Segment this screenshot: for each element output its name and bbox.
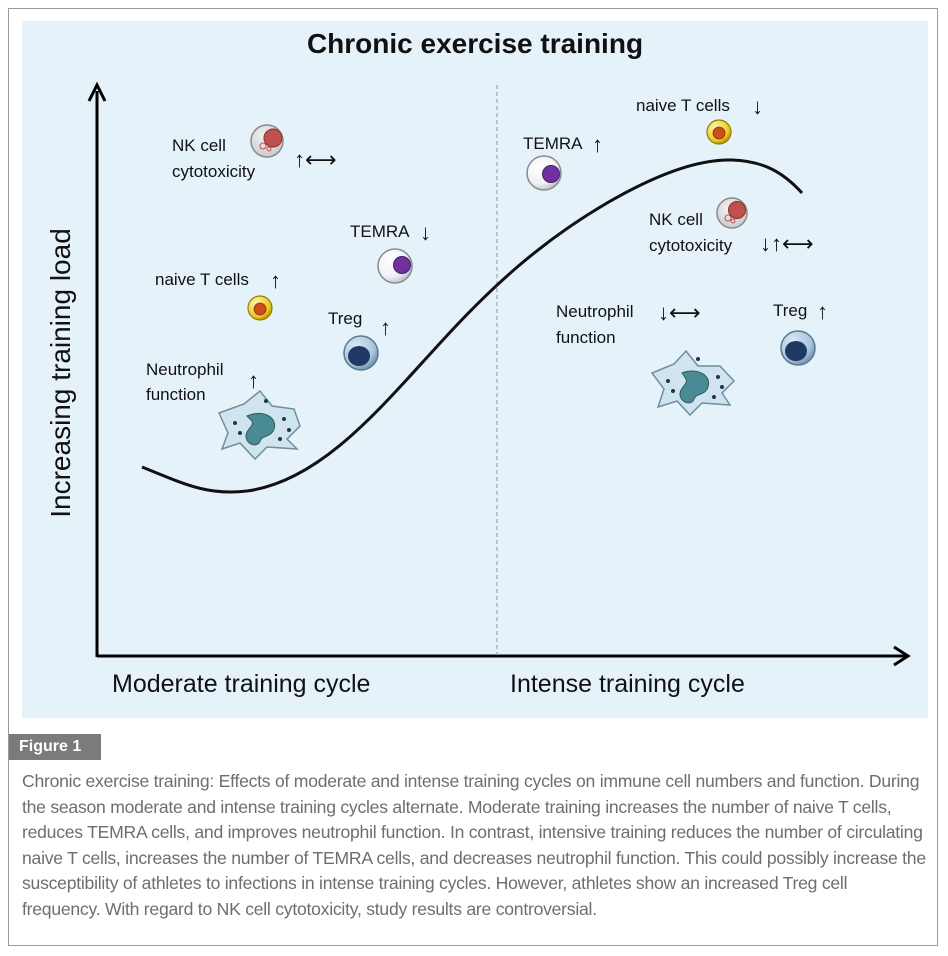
moderate-treg-cell-icon <box>343 335 379 371</box>
moderate-temra-label: TEMRA <box>350 222 410 241</box>
moderate-temra-cell-icon <box>377 248 413 284</box>
x-axis-arrowhead <box>893 645 911 667</box>
x-label-intense: Intense training cycle <box>510 670 745 698</box>
intense-neutrophil-label-line2: function <box>556 328 616 347</box>
intense-naive-t-cell-icon <box>706 119 732 145</box>
moderate-naive-arrow: ↑ <box>270 268 281 293</box>
intense-neutrophil-label-line1: Neutrophil <box>556 302 634 321</box>
figure-label: Figure 1 <box>9 734 101 760</box>
intense-nk-arrows: ↓↑⟷ <box>760 231 814 256</box>
moderate-naive-t-cell-icon <box>247 295 273 321</box>
intense-nk-label-line1: NK cell <box>649 210 703 229</box>
intense-temra-cell-icon <box>526 155 562 191</box>
intense-naive-arrow: ↓ <box>752 94 763 119</box>
moderate-treg-arrow: ↑ <box>380 315 391 340</box>
intense-naive-label: naive T cells <box>636 96 730 115</box>
moderate-nk-arrows: ↑⟷ <box>294 147 337 172</box>
moderate-nk-label-line1: NK cell <box>172 136 226 155</box>
moderate-neutrophil-icon <box>217 389 301 461</box>
intense-treg-cell-icon <box>780 330 816 366</box>
moderate-treg-label: Treg <box>328 309 362 328</box>
moderate-nk-label-line2: cytotoxicity <box>172 162 256 181</box>
diagram-canvas: Chronic exercise training Increasing tra… <box>45 28 911 698</box>
intense-temra-arrow: ↑ <box>592 132 603 157</box>
y-axis-label: Increasing training load <box>45 228 76 518</box>
intense-temra-label: TEMRA <box>523 134 583 153</box>
moderate-naive-label: naive T cells <box>155 270 249 289</box>
intense-treg-label: Treg <box>773 301 807 320</box>
intense-treg-arrow: ↑ <box>817 299 828 324</box>
figure-caption: Chronic exercise training: Effects of mo… <box>22 771 926 919</box>
diagram-title: Chronic exercise training <box>307 28 643 59</box>
moderate-neutrophil-label-line1: Neutrophil <box>146 360 224 379</box>
diagram-panel: Chronic exercise training Increasing tra… <box>22 21 928 718</box>
moderate-neutrophil-arrow: ↑ <box>248 368 259 393</box>
moderate-temra-arrow: ↓ <box>420 220 431 245</box>
intense-neutrophil-icon <box>650 349 736 417</box>
intense-nk-label-line2: cytotoxicity <box>649 236 733 255</box>
intense-nk-cell-icon <box>716 197 748 229</box>
moderate-nk-cell-icon <box>250 124 284 158</box>
intense-neutrophil-arrows: ↓⟷ <box>658 300 701 325</box>
moderate-neutrophil-label-line2: function <box>146 385 206 404</box>
training-load-curve <box>141 158 804 494</box>
y-axis-arrowhead <box>87 81 107 102</box>
x-label-moderate: Moderate training cycle <box>112 670 370 698</box>
